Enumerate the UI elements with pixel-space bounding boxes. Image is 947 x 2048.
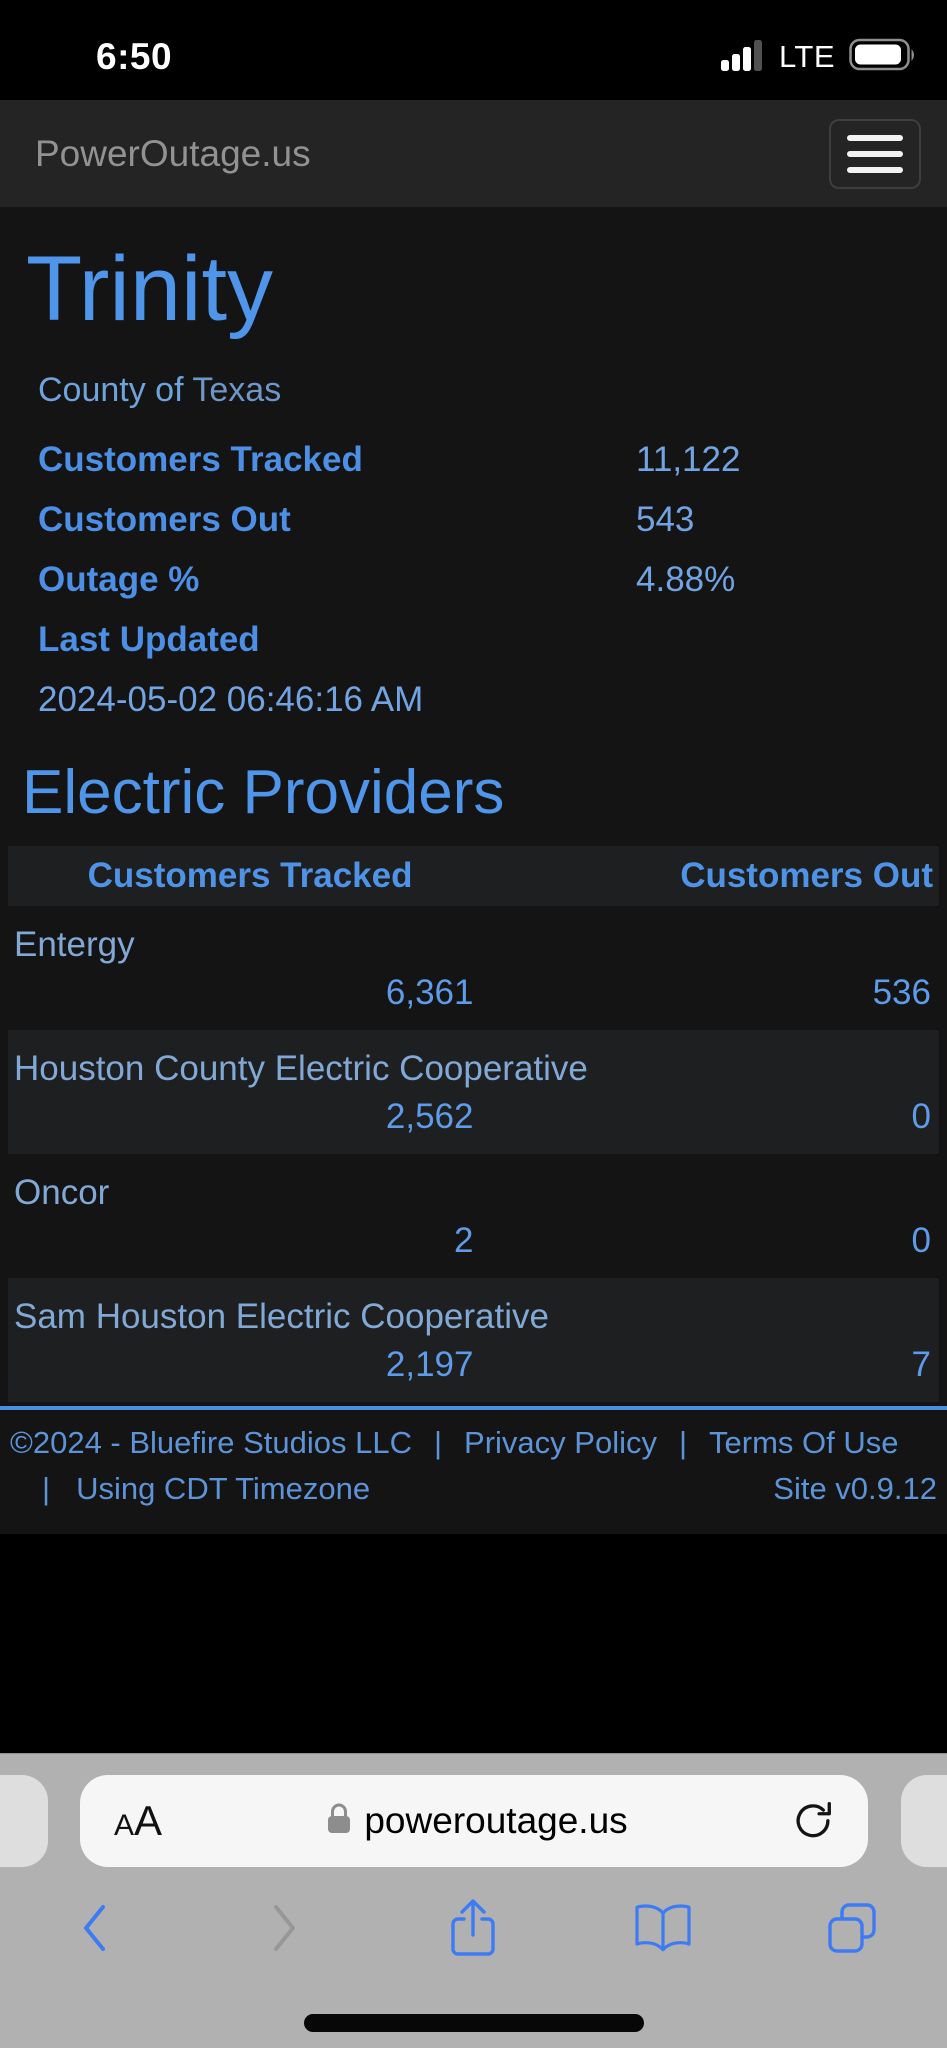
footer-separator: |	[433, 1424, 443, 1460]
providers-heading: Electric Providers	[22, 757, 505, 827]
provider-name: Oncor	[14, 1172, 110, 1212]
forward-button[interactable]	[189, 1901, 378, 1958]
previous-tab-stub[interactable]	[0, 1775, 48, 1867]
stat-label: Customers Out	[38, 499, 291, 539]
menu-button[interactable]	[829, 118, 921, 189]
provider-row: Oncor 2 0	[8, 1154, 939, 1278]
provider-tracked-value: 2,197	[385, 1344, 474, 1384]
provider-out-value: 0	[911, 1220, 931, 1260]
url-text[interactable]: poweroutage.us	[364, 1800, 628, 1841]
page-content: Trinity County of Texas Customers Tracke…	[0, 207, 947, 1534]
provider-row: Sam Houston Electric Cooperative 2,197 7	[8, 1277, 939, 1402]
terms-of-use-link[interactable]: Terms Of Use	[709, 1424, 899, 1460]
footer-separator: |	[42, 1470, 51, 1506]
provider-name: Entergy	[14, 924, 135, 964]
last-updated-label: Last Updated	[38, 619, 260, 659]
stat-row-customers-tracked: Customers Tracked 11,122	[0, 438, 947, 482]
reload-button[interactable]	[792, 1796, 834, 1847]
back-button[interactable]	[0, 1901, 189, 1958]
bookmarks-button[interactable]	[568, 1902, 757, 1957]
lock-icon	[326, 1802, 352, 1841]
last-updated-value: 2024-05-02 06:46:16 AM	[38, 679, 424, 719]
page-title: Trinity	[26, 238, 274, 340]
provider-name: Houston County Electric Cooperative	[14, 1048, 588, 1088]
provider-tracked-value: 2,562	[385, 1096, 474, 1136]
site-brand[interactable]: PowerOutage.us	[35, 132, 311, 174]
stat-row-customers-out: Customers Out 543	[0, 498, 947, 542]
stat-value: 11,122	[636, 439, 741, 479]
clock: 6:50	[96, 36, 173, 77]
state-link[interactable]: Texas	[192, 370, 282, 409]
hamburger-icon	[847, 134, 903, 173]
provider-tracked-value: 2	[454, 1220, 474, 1260]
empty-region	[0, 1533, 947, 1753]
footer-separator: |	[678, 1424, 688, 1460]
site-footer: ©2024 - Bluefire Studios LLC | Privacy P…	[0, 1405, 947, 1534]
stat-label: Outage %	[38, 559, 200, 599]
provider-out-value: 536	[872, 972, 931, 1012]
browser-toolbar	[0, 1897, 947, 1962]
back-chevron-icon	[78, 1901, 112, 1958]
county-subtitle-prefix: County of	[38, 370, 184, 409]
home-indicator[interactable]	[303, 2014, 644, 2032]
county-subtitle: County of Texas	[38, 368, 947, 412]
provider-name: Sam Houston Electric Cooperative	[14, 1296, 549, 1336]
site-navbar: PowerOutage.us	[0, 100, 947, 207]
providers-table-header: Customers Tracked Customers Out	[8, 845, 939, 906]
stat-label: Customers Tracked	[38, 439, 363, 479]
provider-out-value: 7	[911, 1344, 931, 1384]
reload-icon	[792, 1796, 834, 1847]
share-button[interactable]	[379, 1897, 568, 1962]
small-a-glyph: A	[114, 1809, 135, 1842]
tabs-button[interactable]	[758, 1900, 947, 1959]
battery-icon	[849, 38, 917, 77]
provider-row: Houston County Electric Cooperative 2,56…	[8, 1029, 939, 1154]
network-type-label: LTE	[778, 39, 835, 74]
provider-tracked-value: 6,361	[385, 972, 474, 1012]
column-header-customers-out: Customers Out	[680, 855, 933, 895]
share-icon	[447, 1897, 499, 1962]
cellular-signal-icon	[720, 39, 765, 76]
copyright-text: ©2024 - Bluefire Studios LLC	[10, 1424, 412, 1460]
provider-out-value: 0	[911, 1096, 931, 1136]
privacy-policy-link[interactable]: Privacy Policy	[464, 1424, 657, 1460]
status-bar: 6:50 LTE	[0, 0, 947, 100]
large-a-glyph: A	[134, 1797, 163, 1844]
forward-chevron-icon	[267, 1901, 301, 1958]
next-tab-stub[interactable]	[901, 1775, 947, 1867]
site-version: Site v0.9.12	[773, 1470, 937, 1506]
timezone-note: Using CDT Timezone	[76, 1470, 371, 1506]
providers-table: Customers Tracked Customers Out Entergy …	[8, 845, 939, 1402]
provider-row: Entergy 6,361 536	[8, 906, 939, 1030]
book-icon	[634, 1902, 692, 1957]
county-stats: Customers Tracked 11,122 Customers Out 5…	[0, 438, 947, 722]
stat-value: 4.88%	[636, 559, 736, 599]
stat-value: 543	[636, 499, 695, 539]
stat-row-outage-percent: Outage % 4.88%	[0, 558, 947, 602]
tabs-icon	[824, 1900, 880, 1959]
column-header-customers-tracked: Customers Tracked	[87, 855, 413, 895]
